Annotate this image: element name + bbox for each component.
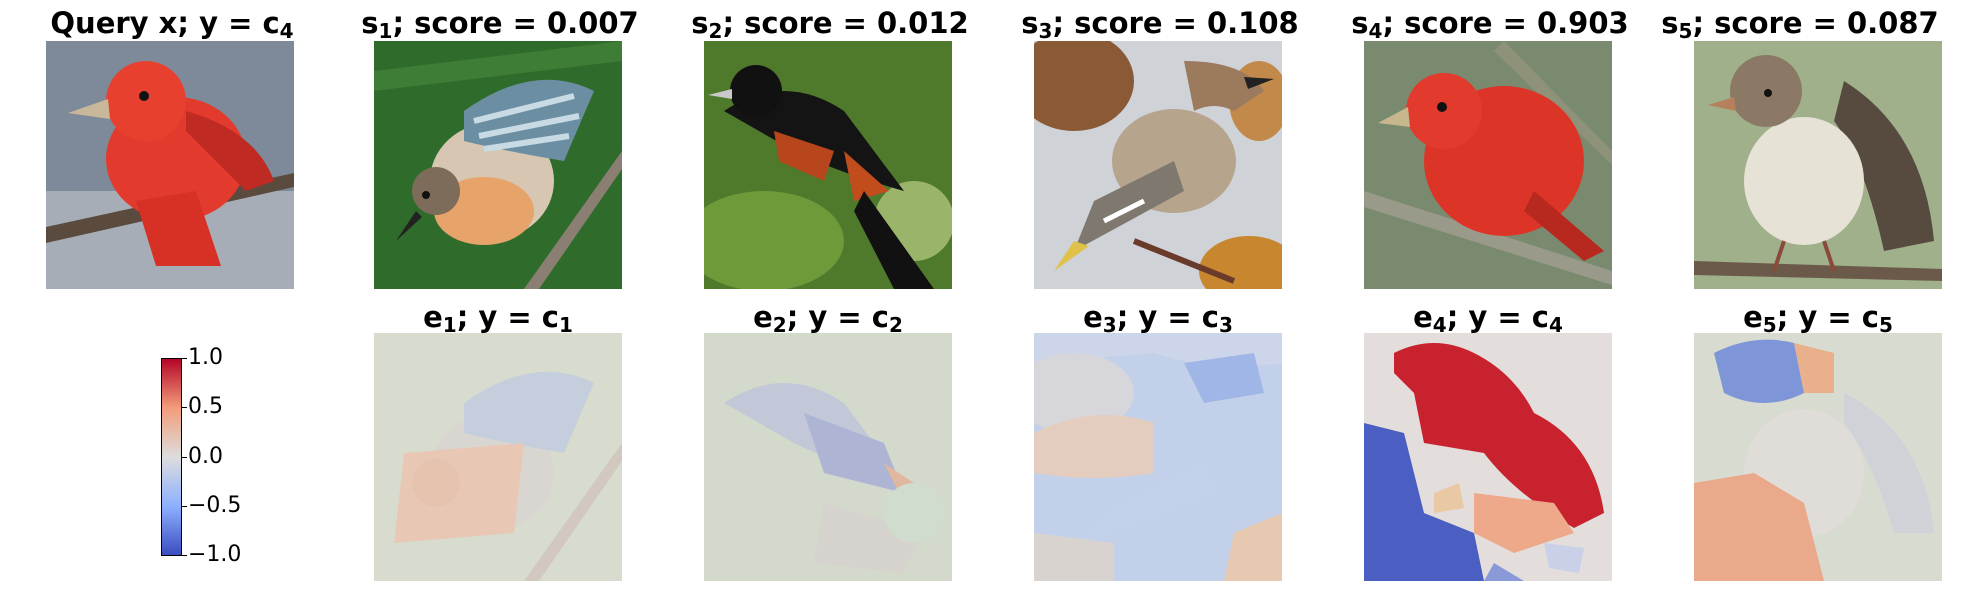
title-s1: s1; score = 0.007 bbox=[361, 6, 639, 43]
title-s5: s5; score = 0.087 bbox=[1661, 6, 1939, 43]
neighbor-image-4 bbox=[1364, 41, 1612, 289]
colorbar-label-2: 0.5 bbox=[188, 394, 223, 419]
neighbor-image-5 bbox=[1694, 41, 1942, 289]
title-query: Query x; y = c4 bbox=[50, 6, 294, 43]
title-e2: e2; y = c2 bbox=[753, 300, 903, 337]
colorbar-label-1: 1.0 bbox=[188, 345, 223, 370]
title-e1: e1; y = c1 bbox=[423, 300, 573, 337]
title-s2: s2; score = 0.012 bbox=[691, 6, 969, 43]
explanation-map-4 bbox=[1364, 333, 1612, 581]
colorbar-label-4: −0.5 bbox=[188, 493, 242, 518]
colorbar-tick-1 bbox=[181, 358, 187, 359]
title-s3: s3; score = 0.108 bbox=[1021, 6, 1299, 43]
colorbar-tick-2 bbox=[181, 407, 187, 408]
explanation-map-2 bbox=[704, 333, 952, 581]
colorbar-tick-5 bbox=[181, 555, 187, 556]
query-image bbox=[46, 41, 294, 289]
colorbar-label-5: −1.0 bbox=[188, 542, 242, 567]
title-e4: e4; y = c4 bbox=[1413, 300, 1563, 337]
explanation-map-3 bbox=[1034, 333, 1282, 581]
title-s4: s4; score = 0.903 bbox=[1351, 6, 1629, 43]
explanation-map-1 bbox=[374, 333, 622, 581]
explanation-map-5 bbox=[1694, 333, 1942, 581]
colorbar bbox=[161, 358, 182, 556]
colorbar-tick-3 bbox=[181, 457, 187, 458]
neighbor-image-1 bbox=[374, 41, 622, 289]
colorbar-label-3: 0.0 bbox=[188, 444, 223, 469]
title-e5: e5; y = c5 bbox=[1743, 300, 1893, 337]
colorbar-tick-4 bbox=[181, 506, 187, 507]
neighbor-image-3 bbox=[1034, 41, 1282, 289]
title-query-var: Query x bbox=[50, 6, 178, 40]
neighbor-image-2 bbox=[704, 41, 952, 289]
title-e3: e3; y = c3 bbox=[1083, 300, 1233, 337]
